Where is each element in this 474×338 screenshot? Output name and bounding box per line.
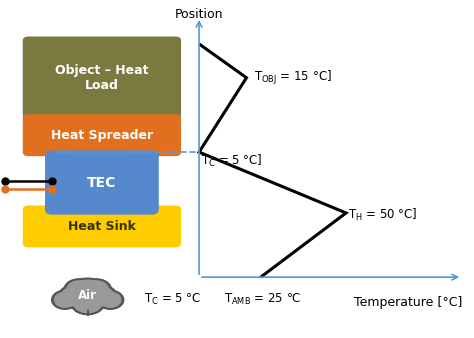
Circle shape bbox=[71, 290, 105, 315]
FancyBboxPatch shape bbox=[23, 37, 181, 119]
Circle shape bbox=[61, 287, 88, 306]
Text: Temperature [°C]: Temperature [°C] bbox=[354, 296, 462, 309]
Text: Air: Air bbox=[78, 289, 97, 302]
Text: Heat Spreader: Heat Spreader bbox=[51, 129, 153, 142]
Circle shape bbox=[97, 290, 124, 309]
Circle shape bbox=[55, 292, 75, 307]
Text: T$_{\mathregular{H}}$ = 50 °C]: T$_{\mathregular{H}}$ = 50 °C] bbox=[348, 207, 418, 223]
Circle shape bbox=[81, 279, 111, 300]
Text: Position: Position bbox=[175, 8, 223, 21]
FancyBboxPatch shape bbox=[23, 206, 181, 247]
Circle shape bbox=[85, 285, 117, 308]
Circle shape bbox=[64, 279, 94, 300]
Text: Heat Sink: Heat Sink bbox=[68, 220, 136, 233]
Circle shape bbox=[52, 290, 78, 309]
Circle shape bbox=[84, 281, 109, 298]
Text: TEC: TEC bbox=[87, 175, 117, 190]
Circle shape bbox=[88, 287, 114, 306]
Text: Object – Heat
Load: Object – Heat Load bbox=[55, 64, 149, 92]
Text: T$_{\mathregular{OBJ}}$ = 15 °C]: T$_{\mathregular{OBJ}}$ = 15 °C] bbox=[254, 69, 331, 87]
Circle shape bbox=[100, 292, 121, 307]
Text: T$_{\mathregular{C}}$ = 5 °C]: T$_{\mathregular{C}}$ = 5 °C] bbox=[201, 152, 263, 169]
Text: T$_{\mathregular{C}}$ = 5 °C: T$_{\mathregular{C}}$ = 5 °C bbox=[144, 292, 202, 308]
Circle shape bbox=[67, 281, 91, 298]
Circle shape bbox=[70, 280, 106, 306]
Circle shape bbox=[67, 278, 109, 308]
FancyBboxPatch shape bbox=[23, 114, 181, 156]
Circle shape bbox=[58, 285, 91, 308]
Circle shape bbox=[73, 292, 102, 313]
FancyBboxPatch shape bbox=[45, 150, 159, 215]
Text: T$_{\mathregular{AMB}}$ = 25 °C: T$_{\mathregular{AMB}}$ = 25 °C bbox=[224, 292, 302, 308]
